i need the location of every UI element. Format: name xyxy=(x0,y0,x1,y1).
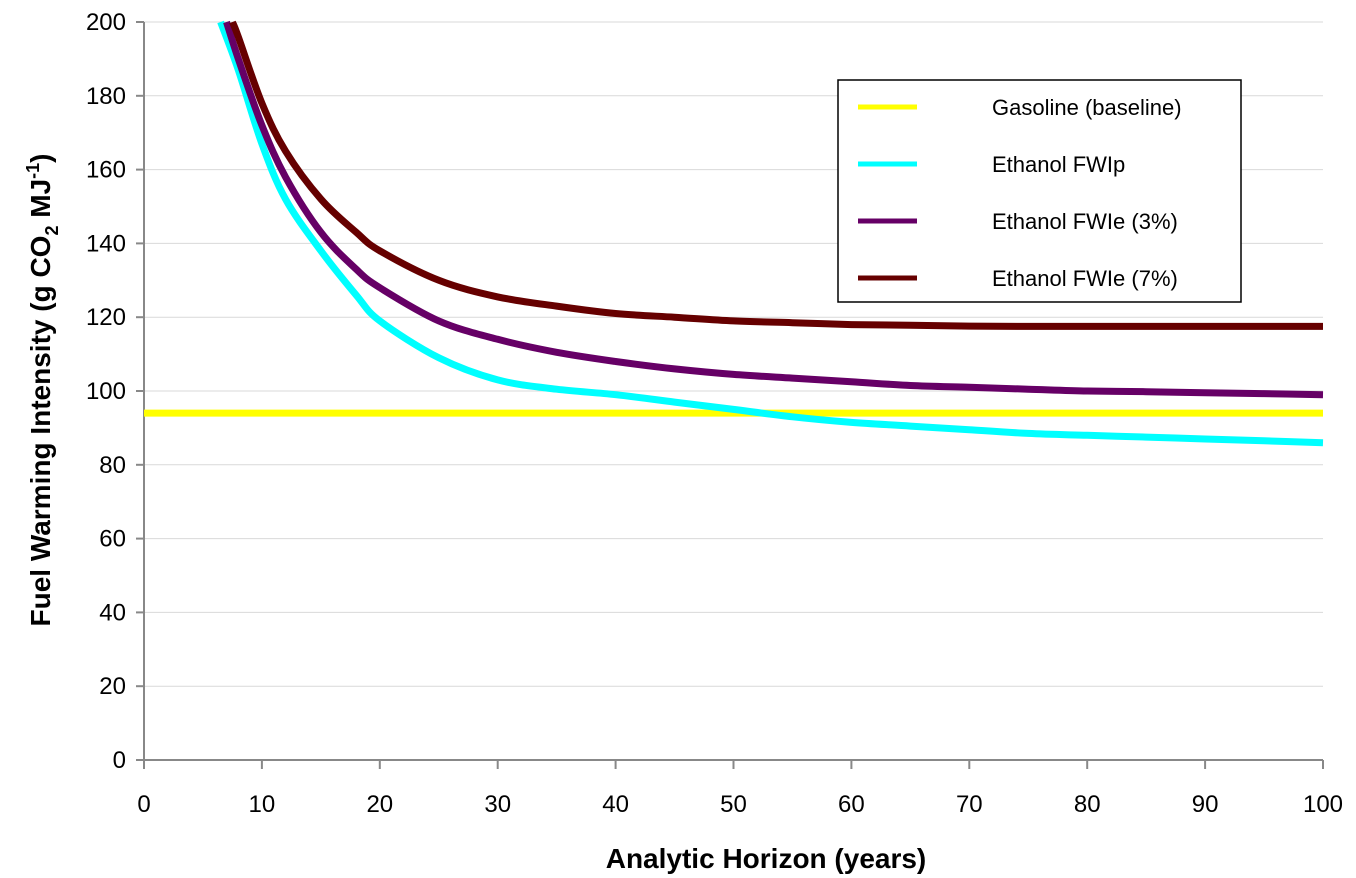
y-tick-label: 80 xyxy=(99,452,126,479)
x-tick-label: 40 xyxy=(602,791,629,818)
legend-label-ethanol-fwip: Ethanol FWIp xyxy=(992,152,1125,177)
tick-marks xyxy=(136,21,1324,769)
y-tick-label: 180 xyxy=(86,83,126,110)
legend-items: Gasoline (baseline) Ethanol FWIp Ethanol F… xyxy=(858,95,1182,291)
y-tick-label: 160 xyxy=(86,157,126,184)
y-tick-label: 100 xyxy=(86,378,126,405)
series-line-ethanol-fwie-7 xyxy=(229,20,1323,330)
y-tick-labels: 0 20 40 60 80 100 120 140 160 180 200 xyxy=(86,9,126,774)
y-axis-title-prefix: Fuel Warming Intensity (g CO xyxy=(25,236,56,627)
x-axis-title: Analytic Horizon (years) xyxy=(606,843,927,874)
x-tick-label: 50 xyxy=(720,791,747,818)
y-axis-title-sup: -1 xyxy=(23,163,43,179)
y-axis-title: Fuel Warming Intensity (g CO2 MJ-1) xyxy=(23,153,62,626)
y-tick-label: 140 xyxy=(86,230,126,257)
x-tick-labels: 0 10 20 30 40 50 60 70 80 90 100 xyxy=(137,791,1343,818)
legend-box xyxy=(837,79,1242,303)
gridlines xyxy=(144,21,1323,687)
y-tick-label: 60 xyxy=(99,526,126,553)
y-tick-label: 200 xyxy=(86,9,126,36)
y-axis-title-mid: MJ xyxy=(25,179,56,226)
x-tick-label: 80 xyxy=(1074,791,1101,818)
x-tick-label: 100 xyxy=(1303,791,1343,818)
legend-label-ethanol-fwie-7: Ethanol FWIe (7%) xyxy=(992,266,1178,291)
y-tick-label: 20 xyxy=(99,673,126,700)
x-tick-label: 20 xyxy=(366,791,393,818)
x-tick-label: 0 xyxy=(137,791,150,818)
y-tick-label: 0 xyxy=(113,747,126,774)
series-line-ethanol-fwie-3 xyxy=(223,20,1324,399)
x-tick-label: 70 xyxy=(956,791,983,818)
series-lines xyxy=(144,20,1324,447)
x-tick-label: 10 xyxy=(249,791,276,818)
legend: Gasoline (baseline) Ethanol FWIp Ethanol F… xyxy=(837,79,1242,303)
legend-label-gasoline-baseline: Gasoline (baseline) xyxy=(992,95,1182,120)
x-tick-label: 30 xyxy=(484,791,511,818)
x-tick-label: 60 xyxy=(838,791,865,818)
legend-label-ethanol-fwie-3: Ethanol FWIe (3%) xyxy=(992,209,1178,234)
y-tick-label: 120 xyxy=(86,304,126,331)
x-tick-label: 90 xyxy=(1192,791,1219,818)
y-axis-title-suffix: ) xyxy=(25,153,56,162)
y-tick-label: 40 xyxy=(99,599,126,626)
series-line-ethanol-fwip xyxy=(217,20,1324,447)
y-axis-title-sub: 2 xyxy=(42,226,62,236)
